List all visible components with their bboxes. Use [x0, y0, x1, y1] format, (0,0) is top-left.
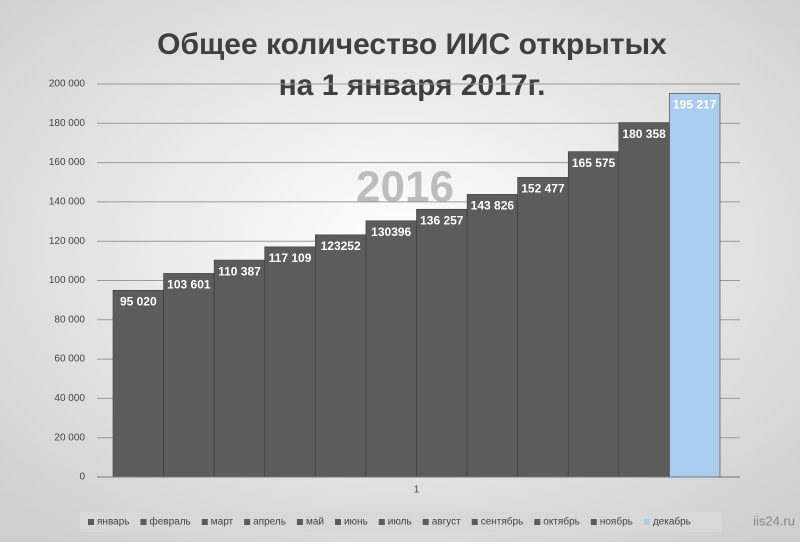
legend-label: апрель: [253, 517, 286, 528]
legend-label: январь: [97, 517, 129, 528]
bar: [365, 220, 417, 478]
data-label: 180 358: [622, 127, 666, 141]
data-label: 110 387: [218, 264, 261, 278]
y-tick-label: 160 000: [49, 157, 86, 168]
legend-label: май: [306, 517, 324, 528]
x-tick-label: 1: [414, 485, 420, 496]
data-label: 195 217: [673, 98, 717, 112]
watermark: iis24.ru: [753, 513, 795, 528]
data-label: 95 020: [120, 294, 157, 308]
legend-marker: [296, 519, 303, 525]
y-tick-label: 140 000: [49, 197, 86, 208]
data-label: 123252: [321, 239, 361, 253]
chart-title: Общее количество ИИС открытых: [157, 28, 667, 61]
legend-marker: [140, 519, 147, 525]
chart-title: на 1 января 2017г.: [279, 69, 546, 102]
data-label: 130396: [371, 225, 411, 239]
annotation: 2016: [356, 163, 454, 212]
legend-label: февраль: [149, 516, 190, 528]
bar: [466, 194, 518, 478]
legend-marker: [88, 519, 94, 525]
legend-box: [80, 512, 722, 532]
bar: [213, 259, 266, 478]
bar: [163, 273, 215, 478]
y-tick-label: 0: [79, 472, 85, 483]
y-tick-label: 60 000: [54, 354, 85, 365]
y-tick-label: 100 000: [49, 275, 86, 286]
bar: [517, 177, 569, 478]
legend-label: декабрь: [653, 516, 691, 528]
legend-label: октябрь: [543, 516, 580, 528]
bar: [618, 122, 670, 478]
legend-marker: [244, 519, 251, 525]
legend-label: июль: [388, 517, 412, 528]
y-tick-label: 200 000: [49, 79, 86, 90]
data-label: 117 109: [269, 251, 312, 265]
bar: [315, 234, 367, 478]
data-label: 136 257: [420, 213, 464, 227]
bar: [669, 93, 721, 478]
legend-label: июнь: [344, 517, 368, 528]
legend-marker: [471, 519, 478, 525]
legend-marker: [334, 519, 341, 525]
legend-label: сентябрь: [481, 516, 524, 528]
legend-label: август: [432, 517, 461, 528]
data-label: 152 477: [521, 182, 565, 196]
legend-marker: [378, 519, 385, 525]
legend-marker: [643, 519, 650, 525]
data-label: 165 575: [572, 156, 616, 170]
legend-marker: [422, 519, 429, 525]
legend-marker: [534, 519, 541, 525]
bar: [112, 289, 164, 478]
data-label: 103 601: [167, 278, 211, 292]
legend-marker: [201, 519, 208, 525]
legend-label: март: [211, 517, 234, 528]
bar: [264, 246, 316, 478]
legend-label: ноябрь: [600, 516, 633, 528]
data-label: 143 826: [471, 199, 515, 213]
legend-marker: [590, 519, 597, 525]
y-tick-label: 20 000: [54, 432, 85, 443]
y-tick-label: 180 000: [49, 118, 86, 129]
y-tick-label: 80 000: [54, 314, 85, 325]
y-tick-label: 120 000: [49, 236, 86, 247]
bar: [567, 151, 620, 478]
bar: [416, 208, 468, 478]
y-tick-label: 40 000: [54, 393, 85, 404]
